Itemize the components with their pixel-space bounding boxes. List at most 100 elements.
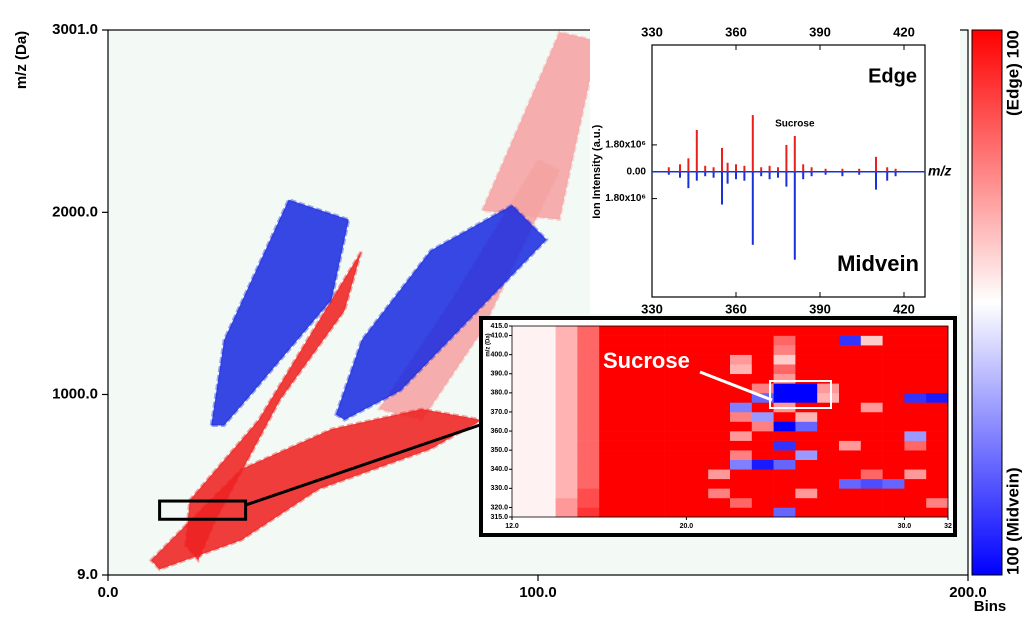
heat-cell xyxy=(708,469,731,480)
heat-cell xyxy=(686,421,709,432)
heat-cell xyxy=(882,326,905,336)
heat-cell xyxy=(904,421,927,432)
heat-cell xyxy=(817,354,840,365)
y-tick-label: 9.0 xyxy=(77,566,98,583)
heat-cell xyxy=(577,469,600,480)
heat-cell xyxy=(839,421,862,432)
peak xyxy=(886,171,889,181)
y-tick-label: 1000.0 xyxy=(52,385,98,402)
peak xyxy=(712,167,715,172)
peak xyxy=(726,162,729,172)
y-tick-label: 360.0 xyxy=(490,428,508,435)
heat-cell xyxy=(751,326,774,336)
heat-cell xyxy=(708,392,731,403)
heat-cell xyxy=(577,364,600,375)
x-tick-label: 200.0 xyxy=(949,584,987,601)
heat-cell xyxy=(882,411,905,422)
heat-cell xyxy=(882,507,905,518)
heat-cell xyxy=(642,469,665,480)
heat-cell xyxy=(904,440,927,451)
heat-cell xyxy=(730,478,753,489)
heat-cell xyxy=(599,488,622,499)
heat-cell xyxy=(708,335,731,346)
heat-cell xyxy=(642,364,665,375)
heat-cell xyxy=(621,459,644,470)
heat-cell xyxy=(621,411,644,422)
heat-cell xyxy=(860,411,883,422)
y-tick-label: 390.0 xyxy=(490,371,508,378)
heat-cell xyxy=(882,469,905,480)
peak xyxy=(760,171,763,177)
heat-cell xyxy=(817,478,840,489)
heat-cell xyxy=(512,440,535,451)
heat-cell xyxy=(621,326,644,336)
heat-cell xyxy=(512,402,535,413)
x-tick-label: 330 xyxy=(641,24,663,39)
y-axis-label: Ion Intensity (a.u.) xyxy=(591,124,603,218)
heat-cell xyxy=(533,345,556,355)
heat-cell xyxy=(795,450,818,460)
peak xyxy=(695,171,698,181)
peak xyxy=(875,171,877,190)
heat-cell xyxy=(839,431,862,441)
peak xyxy=(810,167,813,172)
heat-cell xyxy=(512,507,535,518)
heat-cell xyxy=(708,364,731,375)
heat-cell xyxy=(533,431,556,441)
x-axis-label: Bins xyxy=(974,598,1007,615)
heat-cell xyxy=(599,354,622,365)
heat-cell xyxy=(708,440,731,451)
heat-cell xyxy=(730,392,753,403)
heat-cell xyxy=(817,373,840,384)
heat-cell xyxy=(795,411,818,422)
peak xyxy=(894,168,897,172)
heat-cell xyxy=(577,326,600,336)
heat-cell xyxy=(555,354,578,365)
heat-cell xyxy=(664,411,687,422)
heat-cell xyxy=(555,392,578,403)
x-tick-label: 20.0 xyxy=(680,523,694,530)
heat-cell xyxy=(599,497,622,508)
heat-cell xyxy=(882,383,905,394)
heat-cell xyxy=(730,488,753,499)
peak xyxy=(743,171,746,181)
heat-cell xyxy=(621,345,644,355)
heat-cell xyxy=(860,326,883,336)
heat-cell xyxy=(664,450,687,460)
heat-cell xyxy=(555,326,578,336)
heat-cell xyxy=(882,345,905,355)
heat-cell xyxy=(839,354,862,365)
heat-cell xyxy=(555,488,578,499)
heat-cell xyxy=(795,469,818,480)
y-tick-label: 340.0 xyxy=(490,466,508,473)
heat-cell xyxy=(904,431,927,441)
peak xyxy=(704,171,707,177)
heat-cell xyxy=(512,488,535,499)
heat-cell xyxy=(882,440,905,451)
heat-cell xyxy=(708,507,731,518)
heat-cell xyxy=(642,345,665,355)
heat-cell xyxy=(664,478,687,489)
heat-cell xyxy=(686,431,709,441)
heat-cell xyxy=(730,364,753,375)
highlight-box xyxy=(769,380,832,409)
heat-cell xyxy=(642,450,665,460)
heat-cell xyxy=(926,402,949,413)
heat-cell xyxy=(904,497,927,508)
heat-cell xyxy=(621,450,644,460)
heat-cell xyxy=(839,402,862,413)
peak xyxy=(777,167,779,172)
heat-cell xyxy=(860,383,883,394)
heat-cell xyxy=(621,478,644,489)
heat-cell xyxy=(599,373,622,384)
peak xyxy=(735,164,737,172)
zoom-frame xyxy=(511,325,949,518)
heat-cell xyxy=(882,373,905,384)
heat-cell xyxy=(795,488,818,499)
x-tick-label: 32 xyxy=(944,523,952,530)
heat-cell xyxy=(664,354,687,365)
heat-cell xyxy=(926,469,949,480)
heat-cell xyxy=(773,345,796,355)
heat-cell xyxy=(839,392,862,403)
peak xyxy=(858,168,861,172)
